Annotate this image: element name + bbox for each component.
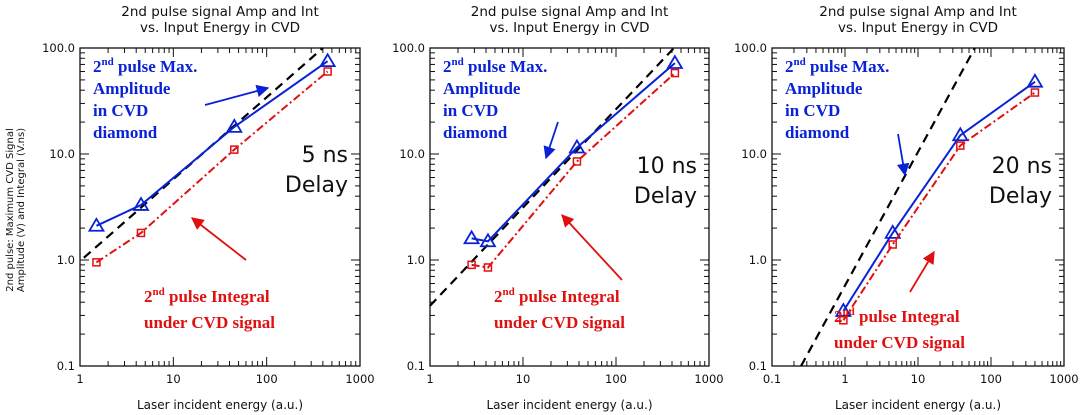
integral-point [572, 157, 582, 166]
y-axis-label: 2nd pulse: Maximum CVD Signal Amplitude (… [5, 128, 27, 292]
x-tick-label: 1 [76, 372, 83, 386]
y-tick-label: 0.1 [57, 359, 75, 373]
integral-point [1030, 88, 1040, 97]
amplitude-point [87, 217, 106, 232]
x-tick-label: 10 [516, 372, 531, 386]
x-tick-label: 10 [911, 372, 926, 386]
amplitude-point [1026, 73, 1044, 88]
y-tick-label: 100.0 [734, 41, 767, 55]
y-tick-label: 100.0 [392, 41, 425, 55]
x-tick-label: 100 [980, 372, 1002, 386]
chart-title-line: 2nd pulse signal Amp and Int [471, 4, 669, 20]
integral-point [483, 263, 493, 272]
y-tick-label: 10.0 [399, 147, 425, 161]
integral-series-line [842, 91, 1036, 321]
integral-annotation: 2nd pulse Integral under CVD signal [144, 286, 275, 332]
amplitude-annotation: 2nd pulse Max. Amplitude in CVD diamond [785, 56, 889, 142]
amplitude-point [479, 232, 497, 248]
amplitude-point [666, 54, 684, 69]
amplitude-arrow [896, 133, 910, 177]
y-axis-label-line: Amplitude (V) and Integral (V.ns) [16, 128, 27, 292]
amplitude-series-line [842, 80, 1036, 312]
integral-annotation: 2nd pulse Integral under CVD signal [494, 286, 625, 332]
amplitude-arrow [204, 84, 270, 106]
x-tick-label: 1 [426, 372, 433, 386]
integral-point [467, 260, 476, 270]
y-tick-label: 1.0 [57, 253, 75, 267]
amplitude-annotation: 2nd pulse Max. Amplitude in CVD diamond [443, 56, 547, 142]
y-tick-label: 1.0 [749, 253, 767, 267]
x-axis-label: Laser incident energy (a.u.) [487, 398, 653, 412]
chart-title-line: vs. Input Energy in CVD [489, 20, 649, 36]
chart-title-line: 2nd pulse signal Amp and Int [819, 4, 1017, 20]
x-tick-label: 100 [256, 372, 278, 386]
x-tick-label: 1000 [694, 372, 723, 386]
integral-point [323, 67, 332, 76]
amplitude-point [132, 196, 150, 211]
amplitude-point [884, 224, 902, 239]
x-axis-label: Laser incident energy (a.u.) [137, 398, 303, 412]
y-axis-label-line: 2nd pulse: Maximum CVD Signal [5, 128, 16, 291]
chart-title-line: 2nd pulse signal Amp and Int [121, 4, 319, 20]
integral-point [136, 228, 146, 238]
delay-label: 10 ns [637, 154, 697, 179]
delay-label: 5 ns [302, 143, 348, 168]
y-tick-label: 10.0 [49, 147, 75, 161]
integral-arrow [191, 217, 247, 261]
y-tick-label: 100.0 [42, 41, 75, 55]
integral-point [839, 316, 848, 325]
integral-arrow [561, 214, 623, 281]
amplitude-series-line [95, 60, 329, 227]
amplitude-annotation: 2nd pulse Max. Amplitude in CVD diamond [93, 56, 197, 142]
x-tick-label: 100 [605, 372, 627, 386]
integral-arrow [909, 250, 935, 293]
y-tick-label: 1.0 [407, 253, 425, 267]
integral-point [888, 240, 897, 249]
integral-series-line [471, 72, 676, 269]
amplitude-series-line [471, 62, 676, 243]
plot-frame [429, 47, 710, 367]
y-tick-label: 10.0 [741, 147, 767, 161]
amplitude-arrow [543, 121, 559, 160]
plot-frame [79, 47, 361, 367]
integral-point [670, 68, 680, 78]
integral-point [230, 145, 239, 154]
amplitude-point [319, 52, 337, 68]
amplitude-point [834, 302, 852, 317]
y-tick-label: 0.1 [749, 359, 767, 373]
amplitude-point [951, 126, 969, 142]
integral-point [92, 258, 101, 267]
y-tick-label: 0.1 [407, 359, 425, 373]
x-tick-label: 10 [166, 372, 181, 386]
chart-title-line: vs. Input Energy in CVD [838, 20, 998, 36]
amplitude-point [568, 138, 586, 154]
integral-series-line [95, 70, 329, 264]
chart-title-line: vs. Input Energy in CVD [140, 20, 300, 36]
x-axis-label: Laser incident energy (a.u.) [835, 398, 1001, 412]
amplitude-point [225, 118, 243, 133]
delay-label: Delay [634, 184, 697, 209]
x-tick-label: 1000 [1049, 372, 1078, 386]
integral-annotation: 2nd pulse Integral under CVD signal [834, 306, 965, 352]
x-tick-label: 1000 [345, 372, 374, 386]
amplitude-point [463, 229, 481, 245]
delay-label: 20 ns [992, 154, 1052, 179]
fit-line [800, 47, 976, 367]
x-tick-label: 1 [841, 372, 848, 386]
delay-label: Delay [989, 184, 1052, 209]
x-tick-label: 0.1 [763, 372, 781, 386]
integral-point [956, 141, 965, 150]
delay-label: Delay [285, 173, 348, 198]
